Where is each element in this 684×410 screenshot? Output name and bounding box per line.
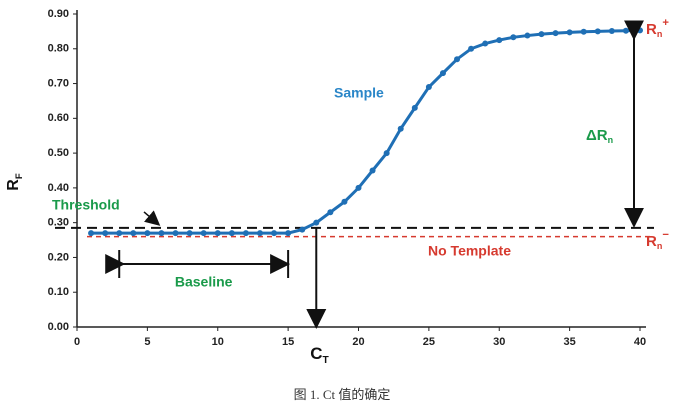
y-tick-label: 0.00 — [48, 321, 69, 333]
x-tick-label: 30 — [493, 336, 505, 348]
delta-rn-label-sub: n — [608, 135, 614, 145]
data-point — [524, 32, 531, 39]
x-tick-label: 0 — [74, 336, 80, 348]
rn-minus-label-main: R — [646, 233, 657, 250]
y-tick-label: 0.90 — [48, 8, 69, 20]
data-point — [130, 230, 137, 237]
data-point — [214, 230, 221, 237]
y-tick-label: 0.10 — [48, 286, 69, 298]
ct-label: CT — [310, 344, 329, 365]
x-tick-label: 40 — [634, 336, 646, 348]
ct-label-sub: T — [323, 355, 330, 366]
y-axis-label-sub: F — [14, 173, 25, 179]
y-tick-label: 0.20 — [48, 251, 69, 263]
x-tick-label: 10 — [212, 336, 224, 348]
data-point — [327, 209, 334, 216]
y-tick-label: 0.30 — [48, 217, 69, 229]
rn-minus-label-sub: n — [657, 241, 663, 251]
x-tick-label: 25 — [423, 336, 435, 348]
y-tick-label: 0.60 — [48, 112, 69, 124]
data-point — [158, 230, 165, 237]
data-point — [285, 230, 292, 237]
data-point — [496, 37, 503, 44]
y-tick-label: 0.70 — [48, 77, 69, 89]
x-tick-label: 5 — [144, 336, 150, 348]
data-point — [637, 27, 643, 34]
y-axis-label-main: R — [5, 179, 22, 191]
data-point — [397, 125, 404, 132]
x-tick-label: 20 — [352, 336, 364, 348]
data-point — [580, 28, 587, 35]
data-point — [411, 104, 418, 111]
caption: 图 1. Ct 值的确定 — [294, 387, 391, 402]
data-point — [299, 226, 306, 233]
rn-minus-label-sup: − — [662, 229, 669, 241]
data-point — [102, 230, 109, 237]
x-tick-label: 15 — [282, 336, 294, 348]
data-point — [538, 31, 545, 38]
y-tick-label: 0.50 — [48, 147, 69, 159]
series-line — [91, 28, 641, 235]
delta-rn-label: ΔRn — [586, 127, 613, 145]
rn-plus-label-sup: + — [662, 17, 669, 29]
data-point — [369, 167, 376, 174]
y-tick-label: 0.40 — [48, 182, 69, 194]
data-point — [313, 219, 320, 226]
rn-minus-label: Rn− — [646, 229, 669, 251]
data-point — [468, 45, 475, 52]
data-point — [355, 184, 362, 191]
data-point — [383, 150, 390, 157]
rn-plus-label-main: R — [646, 21, 657, 38]
data-point — [271, 230, 278, 237]
data-point — [594, 28, 601, 35]
data-point — [454, 56, 461, 63]
y-axis-label: RF — [5, 173, 24, 191]
data-point — [566, 29, 573, 36]
y-tick-label: 0.80 — [48, 43, 69, 55]
data-point — [172, 230, 179, 237]
threshold-label: Threshold — [52, 197, 120, 213]
data-point — [116, 230, 123, 237]
data-point — [510, 34, 517, 41]
baseline-label: Baseline — [175, 274, 233, 290]
data-point — [88, 230, 95, 237]
data-point — [439, 70, 446, 77]
data-point — [608, 28, 615, 35]
no-template-label: No Template — [428, 242, 511, 258]
data-point — [425, 84, 432, 91]
rn-plus-label-sub: n — [657, 29, 663, 39]
rn-plus-label: Rn+ — [646, 17, 669, 39]
data-point — [186, 230, 193, 237]
data-point — [228, 230, 235, 237]
delta-rn-label-main: ΔR — [586, 127, 608, 144]
x-tick-label: 35 — [564, 336, 576, 348]
data-point — [552, 30, 559, 37]
data-point — [622, 27, 629, 34]
data-point — [482, 40, 489, 47]
data-point — [341, 198, 348, 205]
data-point — [256, 230, 263, 237]
data-point — [242, 230, 249, 237]
data-point — [200, 230, 207, 237]
ct-label-main: C — [310, 344, 322, 363]
data-point — [144, 230, 151, 237]
threshold-pointer — [143, 210, 161, 226]
series-label: Sample — [334, 85, 384, 101]
